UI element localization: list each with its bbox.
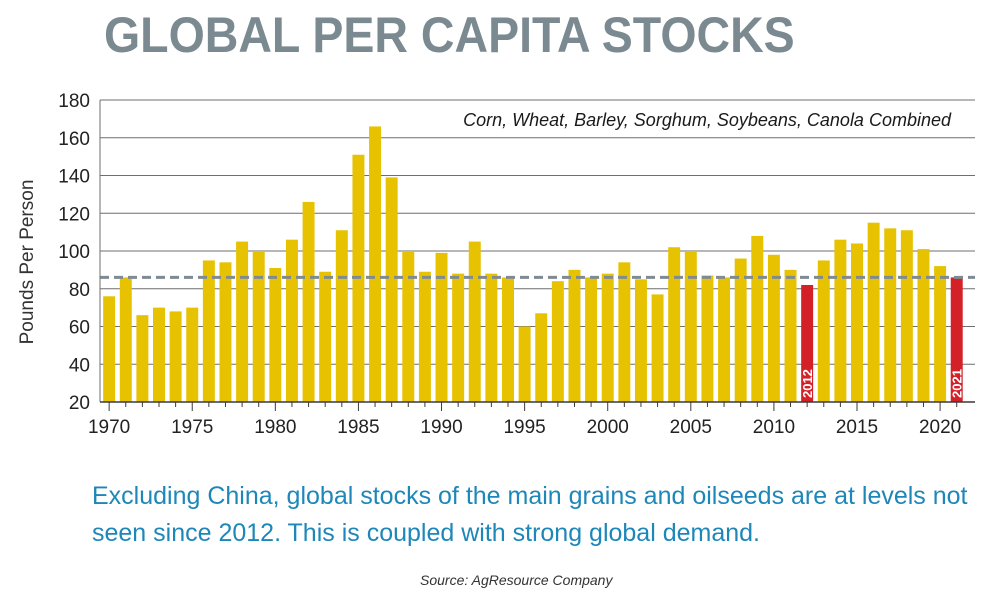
bar-2005 bbox=[684, 251, 697, 402]
x-tick-label: 1995 bbox=[503, 417, 545, 438]
x-tick-label: 2010 bbox=[753, 417, 795, 438]
bar-1974 bbox=[169, 311, 182, 402]
x-tick-label: 1985 bbox=[337, 417, 379, 438]
bar-1994 bbox=[502, 277, 514, 402]
bar-1980 bbox=[269, 267, 282, 402]
bar-1991 bbox=[452, 273, 465, 402]
bar-2006 bbox=[701, 275, 714, 402]
bar-2009 bbox=[751, 235, 764, 402]
bar-2019 bbox=[917, 249, 930, 402]
bar-2000 bbox=[601, 273, 614, 402]
bar-1975 bbox=[186, 307, 199, 402]
bar-1977 bbox=[219, 262, 232, 402]
bar-1982 bbox=[302, 201, 315, 402]
bar-1979 bbox=[252, 251, 265, 402]
bar-1984 bbox=[335, 230, 348, 402]
bar-1971 bbox=[119, 277, 132, 402]
bar-2017 bbox=[884, 228, 897, 402]
y-tick-label: 120 bbox=[58, 204, 90, 225]
bar-2013 bbox=[817, 260, 830, 402]
y-axis-label: Pounds Per Person bbox=[17, 180, 38, 345]
caption: Excluding China, global stocks of the ma… bbox=[92, 482, 968, 547]
x-tick-label: 1970 bbox=[88, 417, 130, 438]
bar-2008 bbox=[734, 258, 747, 402]
y-tick-label: 100 bbox=[58, 242, 90, 263]
bar-1996 bbox=[535, 313, 548, 402]
bar-1973 bbox=[153, 307, 165, 402]
bar-1986 bbox=[369, 126, 382, 403]
bar-2015 bbox=[851, 243, 863, 402]
bar-highlight-2012 bbox=[801, 284, 814, 402]
bar-2016 bbox=[867, 222, 880, 402]
x-tick-label: 2000 bbox=[587, 417, 629, 438]
bar-1976 bbox=[202, 260, 215, 402]
bar-1997 bbox=[551, 281, 564, 402]
bars: 2012 2021 bbox=[103, 126, 965, 403]
axes: 20 40 60 80 100 120 140 160 180 1970 1975 1980 1985 1… bbox=[58, 91, 975, 438]
bar-1981 bbox=[285, 239, 298, 402]
bar-2004 bbox=[668, 247, 681, 402]
page-title: GLOBAL PER CAPITA STOCKS bbox=[104, 7, 795, 63]
y-tick-label: 160 bbox=[58, 129, 90, 150]
x-tick-label: 1975 bbox=[171, 417, 213, 438]
y-tick-label: 180 bbox=[58, 91, 90, 112]
bar-1998 bbox=[568, 269, 581, 402]
chart-subtitle: Corn, Wheat, Barley, Sorghum, Soybeans, … bbox=[463, 110, 952, 130]
x-tick-label: 2015 bbox=[836, 417, 878, 438]
bar-1989 bbox=[418, 271, 431, 402]
bar-1990 bbox=[435, 252, 448, 402]
bar-1987 bbox=[385, 177, 398, 402]
bar-1972 bbox=[136, 315, 149, 402]
bar-2018 bbox=[900, 230, 913, 402]
bar-1993 bbox=[485, 273, 498, 402]
bar-2007 bbox=[718, 277, 731, 402]
bar-2011 bbox=[784, 269, 797, 402]
y-tick-label: 80 bbox=[69, 280, 90, 301]
bar-year-label-2021: 2021 bbox=[950, 369, 965, 398]
x-tick-label: 2005 bbox=[670, 417, 712, 438]
bar-2020 bbox=[934, 266, 947, 402]
y-tick-label: 140 bbox=[58, 167, 90, 188]
bar-1970 bbox=[103, 296, 116, 402]
bar-1983 bbox=[319, 271, 332, 402]
bar-1999 bbox=[585, 277, 598, 402]
bar-2014 bbox=[834, 239, 847, 402]
x-tick-label: 1990 bbox=[420, 417, 462, 438]
bar-2003 bbox=[651, 294, 664, 402]
bar-1978 bbox=[236, 241, 249, 402]
bar-year-label-2012: 2012 bbox=[800, 369, 815, 398]
bar-2010 bbox=[767, 254, 780, 402]
x-tick-label: 1980 bbox=[254, 417, 296, 438]
bar-1995 bbox=[518, 326, 531, 402]
bar-chart: 2012 2021 20 40 60 80 100 120 140 160 180 1970 1975… bbox=[17, 91, 975, 438]
bar-2002 bbox=[634, 279, 647, 402]
source-note: Source: AgResource Company bbox=[420, 572, 613, 588]
bar-1988 bbox=[402, 251, 415, 402]
bar-highlight-2021 bbox=[950, 277, 963, 402]
y-tick-label: 20 bbox=[69, 393, 90, 414]
bar-1992 bbox=[468, 241, 481, 402]
y-tick-label: 40 bbox=[69, 355, 90, 376]
y-tick-label: 60 bbox=[69, 318, 90, 339]
bar-2001 bbox=[618, 262, 631, 402]
x-tick-label: 2020 bbox=[919, 417, 961, 438]
